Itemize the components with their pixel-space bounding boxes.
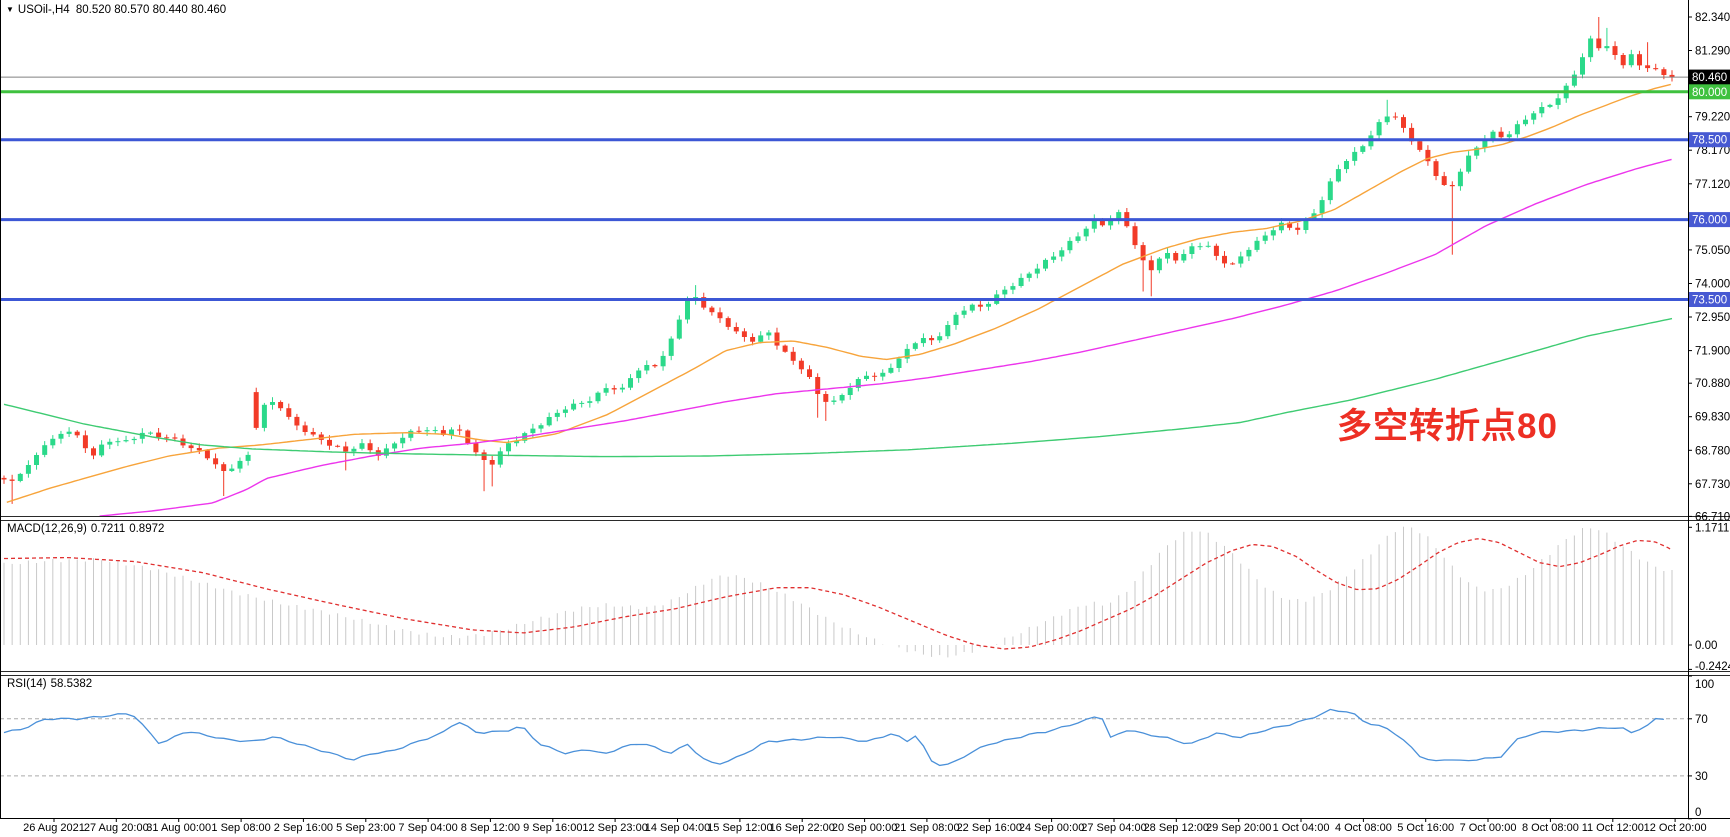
time-tick-label: 22 Sep 16:00 (957, 822, 1022, 834)
price-tick-label: 69.830 (1695, 412, 1730, 424)
price-tick-label: 66.710 (1695, 511, 1730, 523)
price-tick-label: 70.880 (1695, 378, 1730, 390)
slow-ma-line[interactable] (3, 317, 1673, 458)
symbol-name: USOil-,H4 (17, 4, 70, 16)
price-tick-label: 79.220 (1695, 112, 1730, 124)
time-tick-label: 27 Sep 04:00 (1081, 822, 1146, 834)
rsi-tick-label: 100 (1695, 679, 1714, 691)
price-tick-label: 72.950 (1695, 312, 1730, 324)
rsi-tick-label: 70 (1695, 714, 1708, 726)
price-badge-73.500 (1689, 292, 1730, 307)
price-badge-text: 78.500 (1692, 135, 1727, 147)
time-tick-label: 20 Sep 00:00 (832, 822, 897, 834)
rsi-layer (0, 708, 1688, 777)
symbol-ohlc-label: ▼ USOil-,H4 80.520 80.570 80.440 80.460 (6, 4, 229, 16)
time-tick-label: 9 Sep 16:00 (523, 822, 582, 834)
price-badge-text: 80.460 (1692, 72, 1727, 84)
price-badge-text: 76.000 (1692, 215, 1727, 227)
time-tick-label: 14 Sep 04:00 (645, 822, 710, 834)
time-tick-label: 5 Sep 23:00 (336, 822, 395, 834)
time-tick-label: 12 Sep 23:00 (582, 822, 647, 834)
price-badge-text: 73.500 (1692, 295, 1727, 307)
time-tick-label: 1 Oct 04:00 (1273, 822, 1330, 834)
macd-axis[interactable]: 1.1711 0.00 -0.2424 (1688, 522, 1730, 673)
moving-averages-layer (3, 83, 1673, 517)
time-tick-label: 4 Oct 08:00 (1335, 822, 1392, 834)
rsi-name: RSI(14) (7, 678, 47, 690)
time-tick-label: 24 Sep 00:00 (1019, 822, 1084, 834)
rsi-tick-label: 0 (1695, 807, 1701, 819)
time-tick-label: 8 Sep 12:00 (461, 822, 520, 834)
fast-ma-line[interactable] (6, 83, 1671, 503)
price-badge-76.000 (1689, 212, 1730, 228)
price-tick-label: 74.000 (1695, 279, 1730, 291)
price-tick-label: 77.120 (1695, 179, 1730, 191)
time-tick-label: 29 Sep 20:00 (1206, 822, 1271, 834)
price-axis[interactable]: 82.340 81.290 79.220 78.170 77.120 75.050 74.0… (1688, 12, 1730, 523)
price-tick-label: 81.290 (1695, 46, 1730, 58)
time-tick-label: 5 Oct 16:00 (1397, 822, 1454, 834)
price-badge-80.460 (1689, 69, 1730, 85)
price-tick-label: 68.780 (1695, 445, 1730, 457)
time-tick-label: 27 Aug 20:00 (84, 822, 149, 834)
macd-name: MACD(12,26,9) (7, 523, 87, 535)
time-tick-label: 12 Oct 20:00 (1644, 822, 1707, 834)
macd-indicator-label: MACD(12,26,9) 0.7211 0.8972 (7, 523, 168, 535)
time-tick-label: 2 Sep 16:00 (274, 822, 333, 834)
time-tick-label: 7 Sep 04:00 (398, 822, 457, 834)
time-tick-label: 7 Oct 00:00 (1460, 822, 1517, 834)
price-badge-text: 80.000 (1692, 87, 1727, 99)
rsi-indicator-label: RSI(14) 58.5382 (7, 678, 96, 690)
time-tick-label: 31 Aug 00:00 (146, 822, 211, 834)
price-badge-80.000 (1689, 84, 1730, 100)
price-tick-label: 82.340 (1695, 12, 1730, 24)
price-tick-label: 71.900 (1695, 346, 1730, 358)
time-tick-label: 28 Sep 12:00 (1144, 822, 1209, 834)
macd-layer (3, 526, 1673, 658)
macd-tick-label: 1.1711 (1695, 522, 1729, 534)
candles-layer (1, 17, 1675, 504)
time-tick-label: 16 Sep 22:00 (769, 822, 834, 834)
macd-tick-label: 0.00 (1695, 640, 1717, 652)
price-badge-78.500 (1689, 132, 1730, 148)
rsi-line (3, 708, 1664, 767)
macd-tick-label: -0.2424 (1695, 661, 1730, 673)
mid-ma-line[interactable] (99, 158, 1672, 517)
time-tick-label: 21 Sep 08:00 (894, 822, 959, 834)
chart-annotation-text[interactable]: 多空转折点80 (1337, 407, 1558, 446)
time-tick-label: 11 Oct 12:00 (1582, 822, 1644, 834)
macd-main-value: 0.7211 (90, 523, 126, 535)
time-tick-label: 1 Sep 08:00 (211, 822, 270, 834)
hlines-layer (0, 76, 1688, 301)
symbol-dropdown-icon[interactable]: ▼ (6, 5, 14, 14)
price-tick-label: 75.050 (1695, 245, 1730, 257)
macd-signal-line (4, 538, 1673, 650)
time-tick-label: 8 Oct 08:00 (1522, 822, 1579, 834)
time-tick-label: 26 Aug 2021 (23, 822, 85, 834)
price-tick-label: 67.730 (1695, 479, 1730, 491)
price-tick-label: 78.170 (1695, 145, 1730, 157)
time-tick-label: 15 Sep 12:00 (707, 822, 772, 834)
macd-signal-value: 0.8972 (129, 523, 165, 535)
symbol-ohlc-values: 80.520 80.570 80.440 80.460 (75, 4, 227, 16)
rsi-tick-label: 30 (1695, 771, 1708, 783)
rsi-axis[interactable]: 100 70 30 0 (1688, 675, 1714, 820)
rsi-value: 58.5382 (50, 678, 93, 690)
